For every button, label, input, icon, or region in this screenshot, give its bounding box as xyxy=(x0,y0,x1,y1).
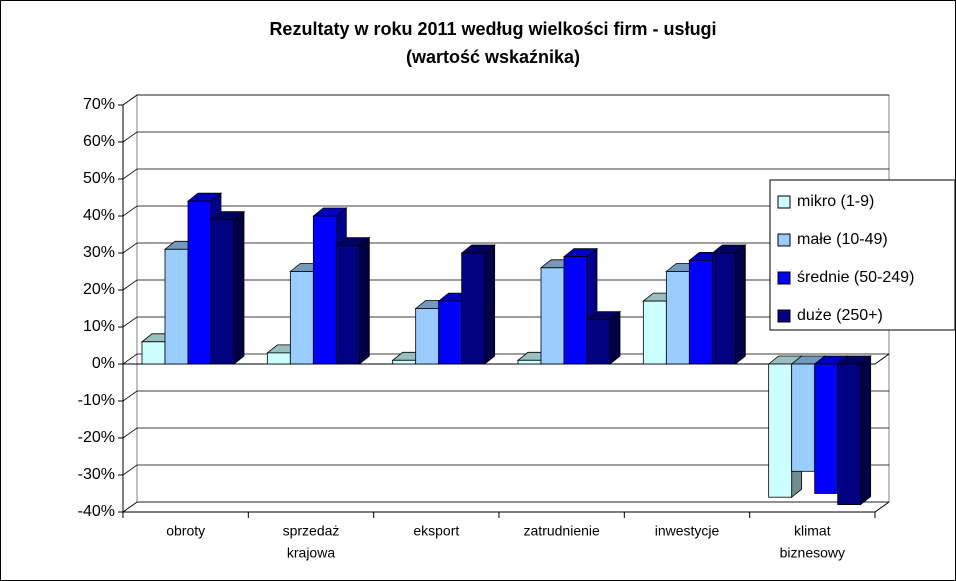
bar xyxy=(711,244,747,365)
legend-swatch xyxy=(777,195,791,209)
y-tick-label: 20% xyxy=(83,281,115,298)
bar-front xyxy=(791,363,816,472)
legend-swatch xyxy=(777,233,791,247)
bar xyxy=(335,236,371,365)
y-tick-label: -20% xyxy=(78,429,115,446)
bar-front xyxy=(586,319,611,365)
bar-front xyxy=(415,308,440,365)
y-tick-label: -40% xyxy=(78,503,115,520)
x-tick-label: obroty xyxy=(166,523,205,539)
legend-box xyxy=(769,179,956,331)
bar-front xyxy=(392,359,417,365)
bar-front xyxy=(711,252,736,365)
x-tick-label: krajowa xyxy=(287,545,335,561)
bar-side xyxy=(609,310,621,365)
bar-front xyxy=(164,248,189,365)
legend-swatch xyxy=(777,271,791,285)
bar-front xyxy=(540,267,565,365)
grid-line xyxy=(122,501,889,513)
grid-line xyxy=(122,427,889,439)
legend-swatch xyxy=(777,309,791,323)
grid-line xyxy=(122,353,889,365)
bar-front xyxy=(768,363,793,498)
y-tick-label: 50% xyxy=(83,170,115,187)
bar-front xyxy=(563,256,588,365)
y-tick-label: -30% xyxy=(78,466,115,483)
y-tick-label: -10% xyxy=(78,392,115,409)
chart-title: Rezultaty w roku 2011 według wielkości f… xyxy=(269,19,716,39)
bar-front xyxy=(642,300,667,365)
bar-front xyxy=(517,359,542,365)
grid-line xyxy=(122,390,889,402)
bar-front xyxy=(837,363,862,506)
chart-subtitle: (wartość wskaźnika) xyxy=(406,47,580,67)
zero-plane xyxy=(123,353,890,365)
grid-line xyxy=(122,242,889,254)
bar-front xyxy=(688,259,713,365)
legend-label: średnie (50-249) xyxy=(797,269,914,286)
bar-side xyxy=(860,355,872,506)
bar-side xyxy=(233,210,245,365)
x-tick-label: inwestycje xyxy=(655,523,720,539)
y-tick-label: 0% xyxy=(92,355,115,372)
y-tick-label: 30% xyxy=(83,244,115,261)
legend-label: małe (10-49) xyxy=(797,231,888,248)
bar-front xyxy=(187,200,212,365)
grid-line xyxy=(122,94,889,106)
bar-front xyxy=(210,219,235,365)
bar-front xyxy=(335,245,360,365)
bar-front xyxy=(312,215,337,365)
bar-front xyxy=(814,363,839,494)
grid-line xyxy=(122,205,889,217)
bar-front xyxy=(266,352,291,365)
bar-front xyxy=(289,271,314,365)
x-tick-label: biznesowy xyxy=(780,545,845,561)
y-tick-label: 60% xyxy=(83,133,115,150)
side-wall xyxy=(122,94,138,513)
x-tick-label: eksport xyxy=(413,523,459,539)
bar xyxy=(209,210,246,365)
grid-line xyxy=(122,279,889,291)
legend-label: mikro (1-9) xyxy=(797,193,874,210)
y-tick-label: 40% xyxy=(83,207,115,224)
bar-front xyxy=(438,300,463,365)
bar xyxy=(585,310,622,365)
grid-line xyxy=(122,316,889,328)
bar-side xyxy=(358,236,370,365)
y-tick-label: 70% xyxy=(83,96,115,113)
bar-side xyxy=(734,244,746,365)
y-tick-label: 10% xyxy=(83,318,115,335)
grid-line xyxy=(122,131,889,143)
x-tick-label: sprzedaż xyxy=(283,523,340,539)
bar-front xyxy=(141,341,166,365)
x-tick-label: zatrudnienie xyxy=(524,523,600,539)
bar xyxy=(836,355,872,506)
bar-front xyxy=(461,252,486,365)
legend-label: duże (250+) xyxy=(797,307,883,324)
bar-side xyxy=(484,244,496,365)
grid-line xyxy=(122,464,889,476)
x-tick-label: klimat xyxy=(794,523,831,539)
grid-line xyxy=(122,168,889,180)
bar xyxy=(562,247,599,365)
bar-front xyxy=(665,271,690,365)
bar xyxy=(460,244,496,365)
